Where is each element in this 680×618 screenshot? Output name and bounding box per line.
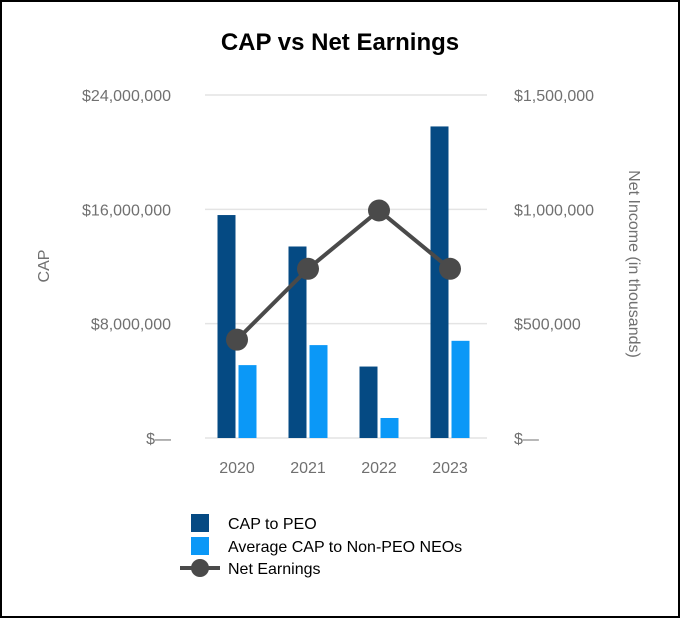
legend-marker-net-earnings	[191, 559, 209, 577]
bar-average-cap-non-peo	[381, 418, 399, 438]
legend-label-average-cap-non-peo: Average CAP to Non-PEO NEOs	[228, 539, 462, 556]
bar-cap-to-peo	[218, 215, 236, 438]
point-net-earnings	[368, 199, 390, 221]
y-tick-label-right: $500,000	[514, 317, 581, 334]
y-tick-label-left: $—	[146, 431, 171, 448]
bar-average-cap-non-peo	[310, 345, 328, 438]
point-net-earnings	[297, 258, 319, 280]
y-tick-label-left: $8,000,000	[91, 317, 171, 334]
bar-average-cap-non-peo	[452, 341, 470, 438]
point-net-earnings	[439, 258, 461, 280]
legend-swatch-average-cap-non-peo	[191, 537, 209, 555]
x-tick-label: 2023	[432, 460, 468, 477]
x-tick-label: 2021	[290, 460, 326, 477]
y-tick-label-right: $1,500,000	[514, 88, 594, 105]
point-net-earnings	[226, 329, 248, 351]
y-tick-label-right: $—	[514, 431, 539, 448]
y-axis-label-left: CAP	[36, 250, 53, 283]
bar-average-cap-non-peo	[239, 365, 257, 438]
legend-label-net-earnings: Net Earnings	[228, 561, 321, 578]
bar-cap-to-peo	[360, 367, 378, 438]
legend-label-cap-to-peo: CAP to PEO	[228, 516, 317, 533]
legend-swatch-cap-to-peo	[191, 514, 209, 532]
y-tick-label-left: $24,000,000	[82, 88, 171, 105]
legend: CAP to PEO Average CAP to Non-PEO NEOs N…	[180, 514, 462, 578]
y-tick-label-left: $16,000,000	[82, 202, 171, 219]
line-net-earnings	[237, 210, 450, 339]
bar-cap-to-peo	[431, 126, 449, 438]
chart-title: CAP vs Net Earnings	[221, 29, 459, 56]
chart: CAP vs Net Earnings $— $8,000,000 $16,000,…	[0, 0, 680, 618]
y-axis-label-right: Net Income (in thousands)	[625, 170, 642, 358]
x-tick-label: 2022	[361, 460, 397, 477]
x-tick-label: 2020	[219, 460, 255, 477]
y-tick-label-right: $1,000,000	[514, 202, 594, 219]
